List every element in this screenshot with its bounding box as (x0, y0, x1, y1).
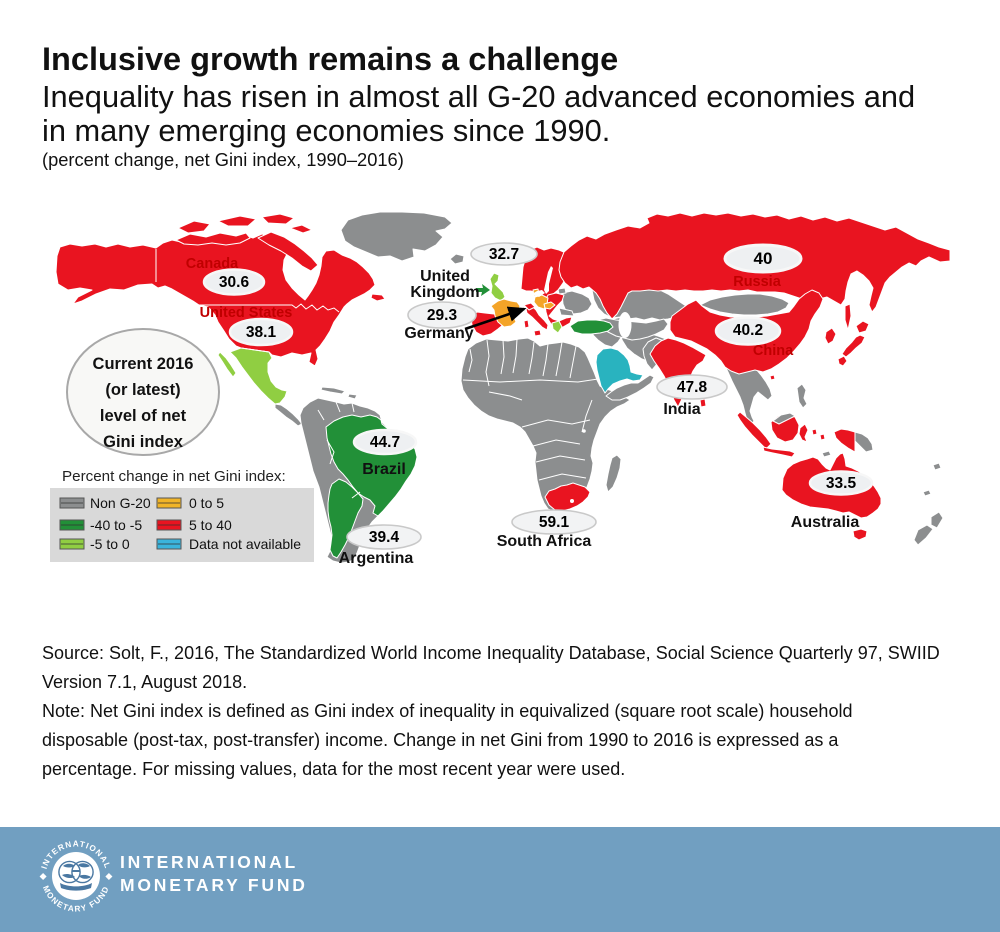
svg-text:40.2: 40.2 (733, 322, 763, 339)
svg-text:32.7: 32.7 (489, 246, 519, 263)
svg-text:Non G-20: Non G-20 (90, 495, 151, 511)
svg-text:Argentina: Argentina (339, 550, 414, 567)
svg-text:Canada: Canada (186, 256, 239, 272)
svg-text:5 to 40: 5 to 40 (189, 517, 232, 533)
svg-text:(or latest): (or latest) (105, 381, 180, 399)
svg-text:Percent change in net Gini ind: Percent change in net Gini index: (62, 468, 286, 485)
svg-text:39.4: 39.4 (369, 529, 400, 546)
svg-text:Data not available: Data not available (189, 536, 301, 552)
svg-text:United: United (420, 268, 470, 285)
svg-text:33.5: 33.5 (826, 475, 857, 492)
svg-text:Kingdom: Kingdom (410, 284, 479, 301)
svg-text:29.3: 29.3 (427, 307, 458, 324)
svg-text:China: China (753, 343, 794, 359)
svg-text:Current 2016: Current 2016 (93, 355, 194, 373)
svg-text:-5 to 0: -5 to 0 (90, 536, 130, 552)
svg-text:South Africa: South Africa (497, 533, 592, 550)
svg-text:30.6: 30.6 (219, 274, 250, 291)
svg-text:Russia: Russia (733, 274, 781, 290)
svg-text:Australia: Australia (791, 514, 860, 531)
svg-text:-40 to -5: -40 to -5 (90, 517, 142, 533)
svg-text:Gini index: Gini index (103, 433, 184, 451)
svg-text:Brazil: Brazil (362, 461, 406, 478)
svg-text:47.8: 47.8 (677, 379, 708, 396)
svg-text:0 to 5: 0 to 5 (189, 495, 224, 511)
svg-text:India: India (663, 401, 700, 418)
svg-text:level of net: level of net (100, 407, 187, 425)
svg-text:44.7: 44.7 (370, 434, 400, 451)
svg-text:Germany: Germany (404, 325, 473, 342)
svg-text:38.1: 38.1 (246, 324, 277, 341)
svg-text:59.1: 59.1 (539, 514, 570, 531)
svg-text:40: 40 (754, 249, 773, 268)
svg-text:United States: United States (200, 305, 293, 321)
